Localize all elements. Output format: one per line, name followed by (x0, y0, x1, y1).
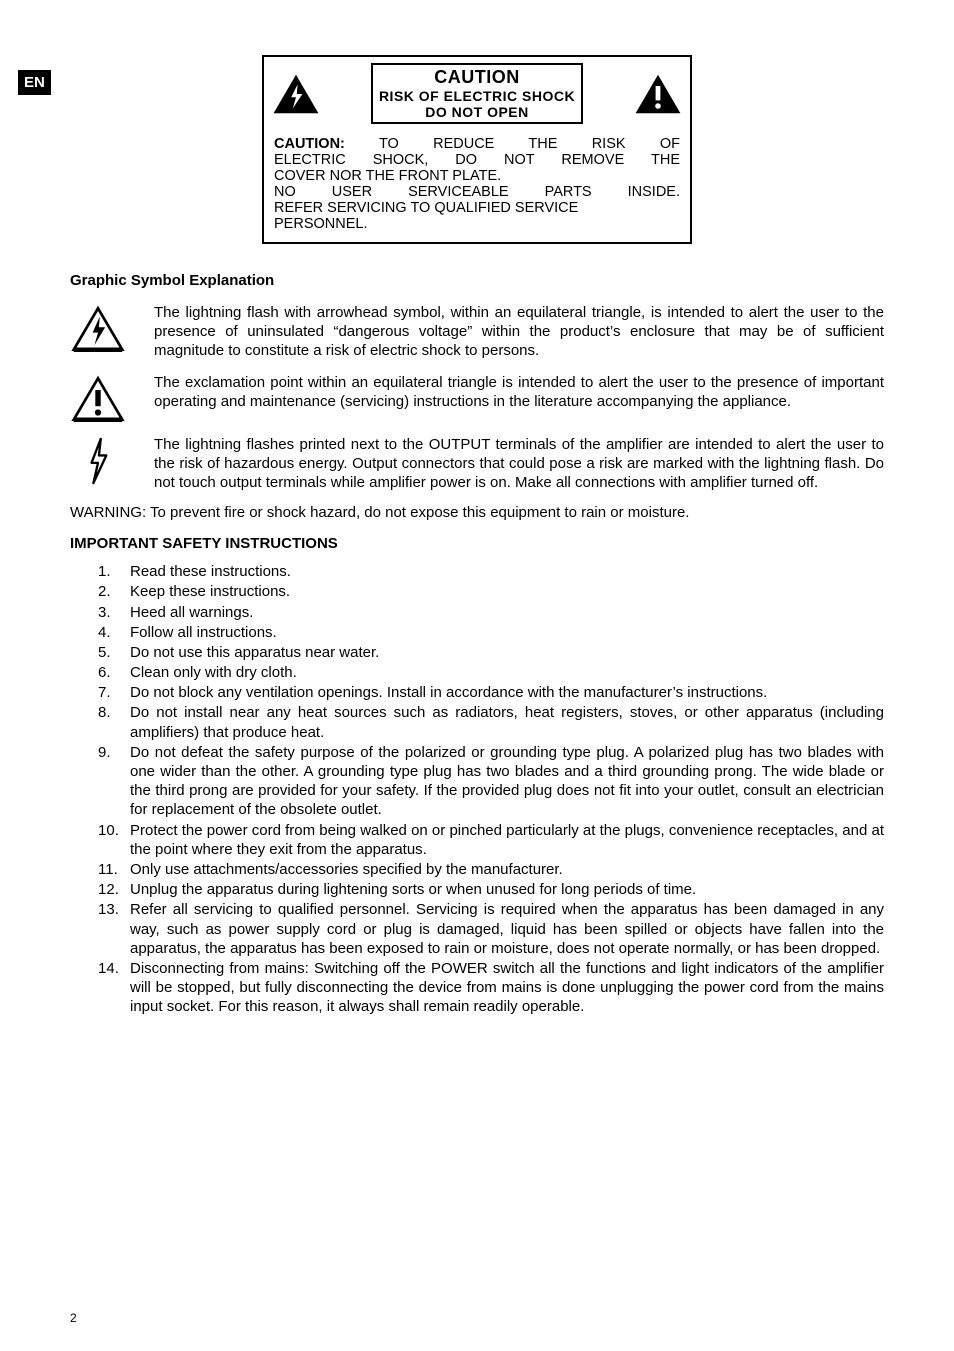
symbol-text-bolt: The lightning flashes printed next to th… (154, 435, 884, 493)
caution-header-line3: DO NOT OPEN (379, 104, 575, 120)
caution-body-line2: ELECTRIC SHOCK, DO NOT REMOVE THE (274, 152, 680, 168)
caution-header-line1: CAUTION (379, 67, 575, 88)
caution-header-line2: RISK OF ELECTRIC SHOCK (379, 88, 575, 104)
section-title: Graphic Symbol Explanation (70, 272, 884, 289)
caution-body-line5: REFER SERVICING TO QUALIFIED SERVICE (274, 200, 680, 216)
list-item: Do not block any ventilation openings. I… (130, 683, 884, 702)
caution-box: CAUTION RISK OF ELECTRIC SHOCK DO NOT OP… (262, 55, 692, 244)
list-item: Refer all servicing to qualified personn… (130, 900, 884, 958)
list-item: Do not defeat the safety purpose of the … (130, 743, 884, 820)
lightning-triangle-icon (272, 72, 320, 116)
list-item: Read these instructions. (130, 562, 884, 581)
exclamation-triangle-icon (634, 72, 682, 116)
warning-line: WARNING: To prevent fire or shock hazard… (70, 504, 884, 521)
list-item: Only use attachments/accessories specifi… (130, 860, 884, 879)
instructions-title: IMPORTANT SAFETY INSTRUCTIONS (70, 535, 884, 552)
instructions-list: Read these instructions. Keep these inst… (70, 562, 884, 1016)
caution-box-container: CAUTION RISK OF ELECTRIC SHOCK DO NOT OP… (70, 55, 884, 244)
exclamation-outline-icon (70, 373, 126, 423)
list-item: Unplug the apparatus during lightening s… (130, 880, 884, 899)
caution-box-header: CAUTION RISK OF ELECTRIC SHOCK DO NOT OP… (264, 57, 690, 130)
list-item: Clean only with dry cloth. (130, 663, 884, 682)
symbol-row-exclaim: The exclamation point within an equilate… (70, 373, 884, 423)
caution-body-line1-rest: TO REDUCE THE RISK OF (345, 136, 680, 152)
caution-body-line3: COVER NOR THE FRONT PLATE. (274, 168, 680, 184)
caution-body-line1: CAUTION: TO REDUCE THE RISK OF (274, 136, 680, 152)
symbol-row-lightning: The lightning flash with arrowhead symbo… (70, 303, 884, 361)
caution-bold: CAUTION: (274, 136, 345, 152)
list-item: Do not use this apparatus near water. (130, 643, 884, 662)
symbol-text-exclaim: The exclamation point within an equilate… (154, 373, 884, 411)
page-number: 2 (70, 1311, 77, 1325)
bolt-icon (70, 435, 126, 485)
symbol-row-bolt: The lightning flashes printed next to th… (70, 435, 884, 493)
caution-header-text: CAUTION RISK OF ELECTRIC SHOCK DO NOT OP… (371, 63, 583, 124)
list-item: Protect the power cord from being walked… (130, 821, 884, 859)
caution-body-line4: NO USER SERVICEABLE PARTS INSIDE. (274, 184, 680, 200)
list-item: Disconnecting from mains: Switching off … (130, 959, 884, 1017)
list-item: Do not install near any heat sources suc… (130, 703, 884, 741)
list-item: Heed all warnings. (130, 603, 884, 622)
symbol-text-lightning: The lightning flash with arrowhead symbo… (154, 303, 884, 361)
language-badge: EN (18, 70, 51, 95)
caution-body-text: CAUTION: TO REDUCE THE RISK OF ELECTRIC … (264, 130, 690, 242)
lightning-outline-icon (70, 303, 126, 353)
list-item: Keep these instructions. (130, 582, 884, 601)
list-item: Follow all instructions. (130, 623, 884, 642)
caution-body-line6: PERSONNEL. (274, 216, 680, 232)
